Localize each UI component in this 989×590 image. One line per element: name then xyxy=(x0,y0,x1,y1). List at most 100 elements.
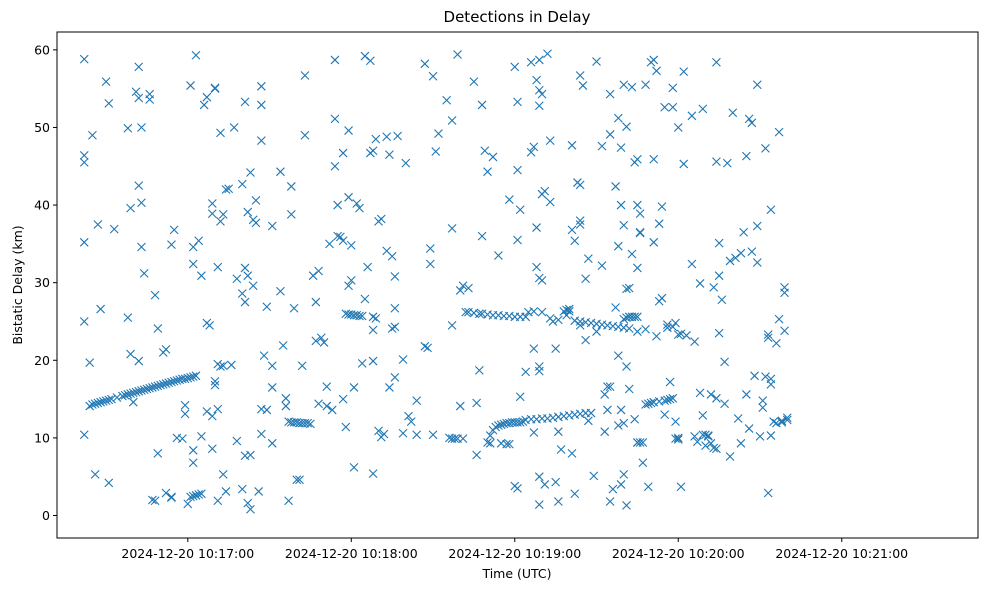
data-point xyxy=(118,391,127,401)
data-point xyxy=(605,497,615,506)
data-point xyxy=(85,401,95,411)
data-point xyxy=(616,200,626,210)
data-point xyxy=(297,361,307,371)
data-point xyxy=(766,379,776,389)
data-point xyxy=(300,130,310,140)
data-point xyxy=(741,390,751,399)
data-point xyxy=(150,496,160,506)
data-point xyxy=(592,57,601,66)
data-point xyxy=(96,304,105,314)
data-point xyxy=(532,262,541,272)
data-point xyxy=(134,181,144,191)
data-point xyxy=(158,379,168,389)
data-point xyxy=(180,374,190,384)
data-point xyxy=(199,100,209,110)
data-point xyxy=(207,209,217,218)
data-point xyxy=(406,417,416,426)
data-point xyxy=(662,320,672,329)
data-point xyxy=(534,85,544,95)
data-point xyxy=(504,439,514,449)
data-point xyxy=(202,92,212,102)
data-point xyxy=(256,100,266,110)
data-point xyxy=(747,118,757,128)
data-point xyxy=(240,263,250,273)
data-point xyxy=(701,441,710,451)
data-point xyxy=(630,312,640,322)
data-point xyxy=(145,383,155,393)
data-point xyxy=(186,372,195,382)
data-point xyxy=(338,236,348,246)
x-tick-label: 2024-12-20 10:19:00 xyxy=(448,546,581,561)
y-axis-ticks: 0 10 20 30 40 50 60 xyxy=(34,42,57,523)
data-point xyxy=(346,241,356,250)
data-point xyxy=(668,322,678,332)
data-point xyxy=(619,220,629,230)
data-point xyxy=(256,429,266,439)
data-point xyxy=(638,438,648,447)
data-point xyxy=(521,367,531,377)
data-point xyxy=(494,421,503,430)
data-point xyxy=(633,327,642,336)
data-point xyxy=(134,386,144,396)
data-point xyxy=(622,501,631,510)
data-point xyxy=(491,422,501,432)
data-point xyxy=(248,281,258,291)
data-point xyxy=(534,55,544,65)
data-point xyxy=(657,293,667,303)
data-point xyxy=(553,427,563,437)
data-point xyxy=(101,77,111,87)
data-point xyxy=(281,393,291,403)
data-point xyxy=(393,131,402,141)
data-point xyxy=(303,418,313,428)
data-point xyxy=(447,223,457,233)
data-point xyxy=(627,82,637,92)
data-point xyxy=(717,295,727,305)
data-point xyxy=(216,362,225,371)
data-point xyxy=(780,326,789,336)
data-point xyxy=(551,477,561,487)
data-point xyxy=(733,414,743,423)
data-point xyxy=(575,216,585,225)
data-point xyxy=(741,151,751,161)
data-point xyxy=(365,56,375,66)
data-point xyxy=(267,383,277,392)
data-point xyxy=(603,382,612,392)
data-point xyxy=(379,429,389,439)
x-tick-label: 2024-12-20 10:21:00 xyxy=(775,546,908,561)
data-point xyxy=(186,81,195,90)
data-point xyxy=(485,438,495,448)
data-point xyxy=(455,401,465,411)
data-point xyxy=(698,410,708,420)
data-point xyxy=(515,392,525,402)
data-point xyxy=(240,97,250,107)
data-point xyxy=(398,355,408,364)
data-point xyxy=(232,436,242,446)
data-point xyxy=(145,89,155,99)
data-point xyxy=(191,371,201,381)
data-point xyxy=(355,311,364,321)
data-point xyxy=(526,147,536,157)
data-point xyxy=(763,488,773,498)
data-point xyxy=(532,75,541,85)
data-point xyxy=(575,71,585,80)
data-point xyxy=(712,444,721,454)
data-point xyxy=(679,67,689,76)
chart-title: Detections in Delay xyxy=(444,8,591,26)
data-point xyxy=(529,306,539,316)
data-point xyxy=(752,258,762,267)
data-point xyxy=(167,493,176,503)
data-point xyxy=(660,396,670,406)
data-point xyxy=(714,328,724,338)
data-point xyxy=(581,335,591,345)
data-point xyxy=(600,390,610,399)
data-point xyxy=(425,244,435,253)
data-point xyxy=(540,186,550,196)
data-point xyxy=(434,129,443,139)
data-point xyxy=(624,283,634,293)
data-point xyxy=(564,304,574,314)
data-point xyxy=(635,209,645,218)
x-axis-ticks: 2024-12-20 10:17:00 2024-12-20 10:18:00 20… xyxy=(121,538,908,561)
data-point xyxy=(771,338,781,348)
data-point xyxy=(780,288,789,298)
